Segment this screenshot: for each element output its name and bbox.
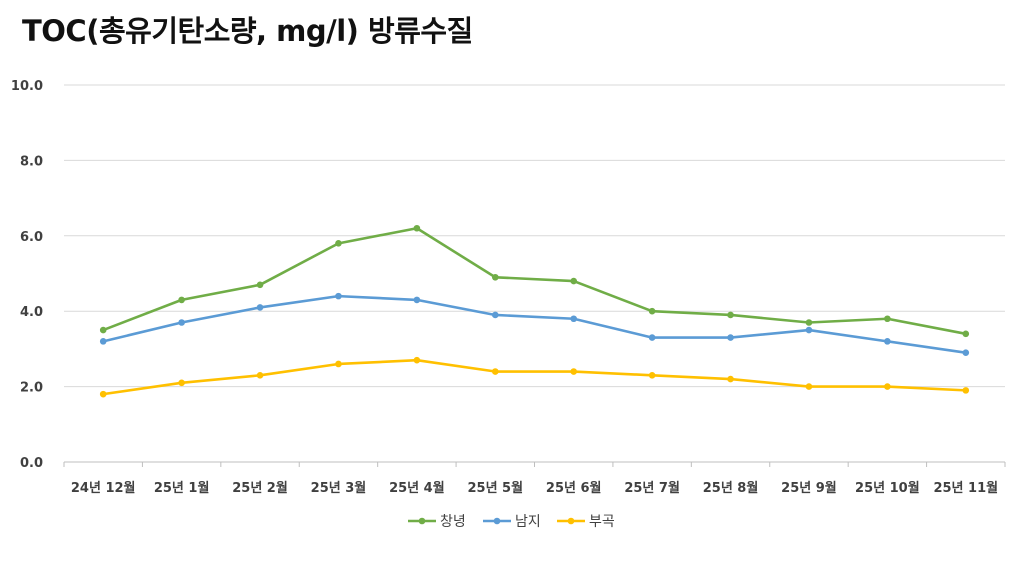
x-tick-label: 25년 9월 <box>781 480 837 496</box>
x-tick-label: 25년 3월 <box>311 480 367 496</box>
data-point <box>99 390 107 398</box>
series-line-2 <box>103 358 966 396</box>
data-point <box>570 277 578 285</box>
x-tick-label: 25년 1월 <box>154 480 210 496</box>
chart-title: TOC(총유기탄소량, mg/l) 방류수질 <box>22 14 473 48</box>
y-tick-label: 4.0 <box>20 305 43 320</box>
data-point <box>256 281 264 289</box>
data-point <box>256 304 264 311</box>
data-point <box>884 338 891 345</box>
data-point <box>648 334 656 341</box>
data-point <box>99 338 107 345</box>
legend-marker-2 <box>567 517 575 525</box>
data-point <box>178 296 185 304</box>
data-point <box>805 383 813 390</box>
data-point <box>962 349 970 356</box>
legend-label: 부곡 <box>589 514 615 530</box>
y-tick-label: 2.0 <box>20 381 43 396</box>
data-point <box>491 368 499 375</box>
x-tick-label: 24년 12월 <box>71 480 136 496</box>
data-point <box>805 319 813 326</box>
y-tick-label: 6.0 <box>20 230 43 245</box>
x-tick-label: 25년 6월 <box>546 480 602 496</box>
data-point <box>491 311 499 319</box>
data-point <box>648 307 656 315</box>
data-point <box>884 315 891 323</box>
data-point <box>727 375 734 383</box>
data-point <box>884 383 891 390</box>
y-tick-label: 0.0 <box>20 456 43 471</box>
y-tick-label: 8.0 <box>20 154 43 169</box>
data-point <box>335 240 342 247</box>
data-point <box>335 360 342 368</box>
data-point <box>178 319 185 326</box>
data-point <box>335 292 342 300</box>
data-point <box>727 334 734 341</box>
series-line-0 <box>102 226 967 336</box>
data-point <box>727 311 734 319</box>
legend-label: 창녕 <box>440 514 466 530</box>
data-point <box>962 387 970 394</box>
legend-marker-0 <box>418 517 426 525</box>
x-tick-label: 25년 5월 <box>467 480 523 496</box>
x-tick-label: 25년 2월 <box>232 480 288 496</box>
x-tick-label: 25년 11월 <box>933 480 998 496</box>
data-point <box>178 379 185 387</box>
data-point <box>962 330 970 338</box>
data-point <box>491 273 499 281</box>
x-tick-label: 25년 10월 <box>855 480 920 496</box>
legend-marker-1 <box>493 517 501 525</box>
x-tick-label: 25년 8월 <box>703 480 759 496</box>
y-tick-label: 10.0 <box>11 79 43 94</box>
series-line-1 <box>102 294 966 354</box>
data-point <box>570 368 578 375</box>
data-point <box>805 326 813 334</box>
data-point <box>570 315 578 323</box>
data-point <box>413 356 421 364</box>
data-point <box>413 224 421 232</box>
x-tick-label: 25년 7월 <box>624 480 680 496</box>
data-point <box>648 371 656 379</box>
legend-label: 남지 <box>515 514 541 530</box>
data-point <box>413 296 421 304</box>
data-point <box>99 326 107 334</box>
x-tick-label: 25년 4월 <box>389 480 445 496</box>
data-point <box>256 371 264 379</box>
